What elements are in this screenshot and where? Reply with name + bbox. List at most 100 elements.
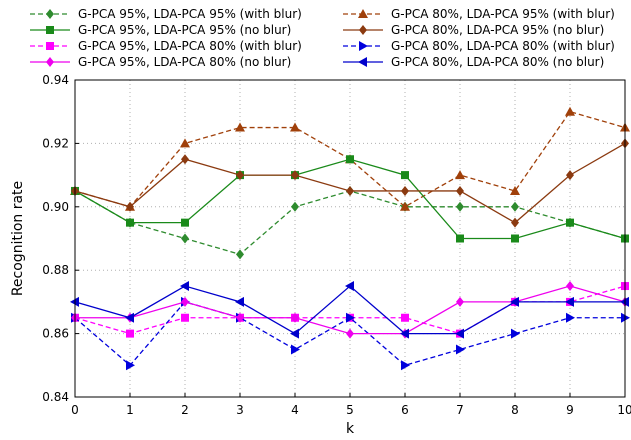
legend-marker: [358, 57, 367, 67]
legend-label: G-PCA 95%, LDA-PCA 80% (with blur): [78, 39, 302, 53]
series-8: [70, 281, 629, 339]
legend-label: G-PCA 95%, LDA-PCA 95% (no blur): [78, 23, 291, 37]
data-point: [510, 185, 520, 195]
axis-ticks: 0 1 2 3 4 5 6 7 8 9 10 0.84 0.86 0.88 0.90 0.92 0.94: [42, 73, 631, 417]
data-point: [400, 201, 410, 211]
plot-frame: [74, 79, 626, 398]
legend-label: G-PCA 80%, LDA-PCA 95% (no blur): [391, 23, 604, 37]
legend-marker: [359, 25, 367, 35]
y-tick-label: 0.88: [42, 263, 69, 277]
series-4: [71, 138, 629, 228]
data-point: [180, 281, 189, 292]
data-point: [401, 313, 409, 322]
legend-marker: [46, 9, 54, 19]
data-point: [511, 234, 519, 243]
legend-item: G-PCA 80%, LDA-PCA 80% (no blur): [343, 55, 604, 69]
data-point: [291, 170, 299, 181]
legend-marker: [359, 41, 368, 51]
legend-label: G-PCA 95%, LDA-PCA 80% (no blur): [78, 55, 291, 69]
data-point: [510, 296, 519, 307]
data-point: [181, 233, 189, 244]
legend-item: G-PCA 95%, LDA-PCA 80% (with blur): [30, 39, 302, 53]
data-point: [126, 329, 134, 338]
legend-label: G-PCA 95%, LDA-PCA 95% (with blur): [78, 7, 302, 21]
data-point: [511, 201, 519, 212]
x-tick-label: 1: [126, 403, 134, 417]
data-point: [126, 201, 134, 212]
y-tick-label: 0.90: [42, 200, 69, 214]
data-point: [456, 185, 464, 196]
data-point: [181, 218, 189, 227]
data-point: [566, 281, 574, 292]
x-tick-label: 4: [291, 403, 299, 417]
data-point: [126, 218, 134, 227]
series-layer: [70, 106, 630, 371]
data-point: [565, 106, 575, 116]
data-point: [125, 312, 134, 323]
data-point: [180, 138, 190, 148]
data-point: [566, 218, 574, 227]
data-point: [236, 312, 244, 323]
legend-item: G-PCA 95%, LDA-PCA 95% (with blur): [30, 7, 302, 21]
grid: [74, 79, 626, 398]
data-point: [456, 344, 465, 355]
legend-marker: [358, 9, 368, 18]
legend-marker: [46, 26, 54, 34]
y-tick-label: 0.86: [42, 327, 69, 341]
data-point: [511, 328, 520, 339]
x-tick-label: 6: [401, 403, 409, 417]
data-point: [456, 201, 464, 212]
x-axis-label: k: [346, 421, 355, 437]
legend-marker: [46, 42, 54, 50]
data-point: [401, 360, 410, 371]
x-tick-label: 8: [511, 403, 519, 417]
data-point: [235, 296, 244, 307]
data-point: [126, 360, 135, 371]
legend-label: G-PCA 80%, LDA-PCA 95% (with blur): [391, 7, 615, 21]
data-point: [181, 313, 189, 322]
legend-item: G-PCA 95%, LDA-PCA 80% (no blur): [30, 55, 291, 69]
data-point: [456, 296, 464, 307]
data-point: [236, 249, 244, 260]
data-point: [566, 170, 574, 181]
data-point: [455, 328, 464, 339]
y-axis-label: Recognition rate: [10, 181, 26, 296]
data-point: [345, 281, 354, 292]
data-point: [346, 185, 354, 196]
x-tick-label: 0: [71, 403, 79, 417]
data-point: [565, 296, 574, 307]
x-tick-label: 9: [566, 403, 574, 417]
data-point: [566, 312, 575, 323]
data-point: [291, 201, 299, 212]
x-tick-label: 2: [181, 403, 189, 417]
data-point: [511, 217, 519, 228]
data-point: [290, 328, 299, 339]
data-point: [346, 312, 355, 323]
x-tick-label: 7: [456, 403, 464, 417]
legend-item: G-PCA 80%, LDA-PCA 80% (with blur): [343, 39, 615, 53]
legend-item: G-PCA 95%, LDA-PCA 95% (no blur): [30, 23, 291, 37]
legend-marker: [46, 57, 54, 67]
data-point: [401, 171, 409, 180]
data-point: [456, 234, 464, 243]
legend: G-PCA 95%, LDA-PCA 95% (with blur) G-PCA …: [30, 7, 615, 69]
data-point: [346, 155, 354, 164]
series-line: [75, 285, 626, 335]
x-tick-label: 3: [236, 403, 244, 417]
data-point: [291, 312, 299, 323]
data-point: [235, 122, 245, 132]
legend-item: G-PCA 80%, LDA-PCA 95% (no blur): [343, 23, 604, 37]
data-point: [181, 154, 189, 165]
data-point: [290, 122, 300, 132]
data-point: [236, 170, 244, 181]
legend-label: G-PCA 80%, LDA-PCA 80% (with blur): [391, 39, 615, 53]
x-tick-label: 10: [617, 403, 631, 417]
legend-label: G-PCA 80%, LDA-PCA 80% (no blur): [391, 55, 604, 69]
y-tick-label: 0.94: [42, 73, 69, 87]
series-7: [71, 281, 629, 339]
data-point: [455, 170, 465, 180]
data-point: [181, 296, 189, 307]
x-tick-label: 5: [346, 403, 354, 417]
y-tick-label: 0.92: [42, 136, 69, 150]
